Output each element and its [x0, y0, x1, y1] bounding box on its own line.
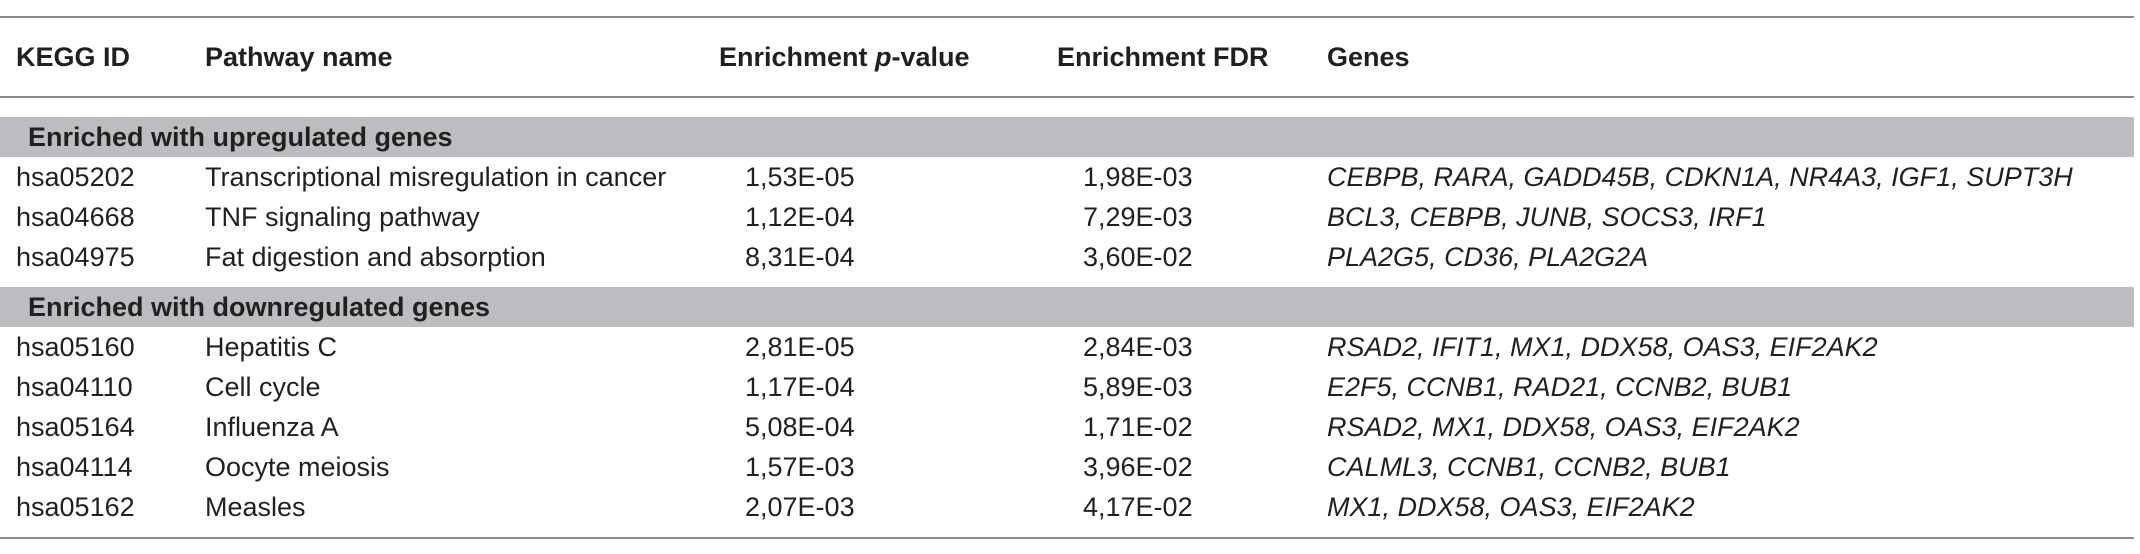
table-row: hsa04975 Fat digestion and absorption 8,…	[0, 237, 2134, 277]
bottom-rule	[0, 537, 2134, 539]
section-title: Enriched with upregulated genes	[28, 122, 453, 152]
table-row: hsa04114 Oocyte meiosis 1,57E-03 3,96E-0…	[0, 447, 2134, 487]
cell-genes: E2F5, CCNB1, RAD21, CCNB2, BUB1	[1327, 372, 1793, 402]
cell-kegg-id: hsa04668	[16, 202, 135, 232]
cell-genes: CALML3, CCNB1, CCNB2, BUB1	[1327, 452, 1731, 482]
header-genes: Genes	[1327, 42, 1410, 72]
cell-fdr: 5,89E-03	[1083, 372, 1193, 402]
cell-pathway-name: Transcriptional misregulation in cancer	[205, 162, 667, 192]
cell-pathway-name: Oocyte meiosis	[205, 452, 390, 482]
cell-p-value: 5,08E-04	[745, 412, 855, 442]
cell-kegg-id: hsa05202	[16, 162, 135, 192]
cell-fdr: 4,17E-02	[1083, 492, 1193, 522]
header-enrichment-p-value: Enrichment p-value	[719, 18, 970, 96]
cell-genes: RSAD2, IFIT1, MX1, DDX58, OAS3, EIF2AK2	[1327, 332, 1878, 362]
cell-genes: PLA2G5, CD36, PLA2G2A	[1327, 242, 1649, 272]
cell-p-value: 1,53E-05	[745, 162, 855, 192]
cell-pathway-name: TNF signaling pathway	[205, 202, 480, 232]
cell-genes: RSAD2, MX1, DDX58, OAS3, EIF2AK2	[1327, 412, 1800, 442]
table-row: hsa05202 Transcriptional misregulation i…	[0, 157, 2134, 197]
header-pathway-name: Pathway name	[205, 42, 393, 72]
cell-p-value: 2,07E-03	[745, 492, 855, 522]
table-row: hsa04110 Cell cycle 1,17E-04 5,89E-03 E2…	[0, 367, 2134, 407]
cell-kegg-id: hsa05162	[16, 492, 135, 522]
cell-pathway-name: Influenza A	[205, 412, 339, 442]
header-p-prefix: Enrichment	[719, 42, 876, 72]
cell-fdr: 1,71E-02	[1083, 412, 1193, 442]
table-row: hsa04668 TNF signaling pathway 1,12E-04 …	[0, 197, 2134, 237]
cell-pathway-name: Fat digestion and absorption	[205, 242, 546, 272]
cell-pathway-name: Hepatitis C	[205, 332, 338, 362]
table-row: hsa05160 Hepatitis C 2,81E-05 2,84E-03 R…	[0, 327, 2134, 367]
cell-genes: MX1, DDX58, OAS3, EIF2AK2	[1327, 492, 1695, 522]
cell-p-value: 1,57E-03	[745, 452, 855, 482]
section-upregulated: Enriched with upregulated genes	[0, 117, 2134, 157]
table-header: KEGG ID Pathway name Enrichment p-value …	[0, 18, 2134, 96]
header-enrichment-fdr: Enrichment FDR	[1057, 42, 1269, 72]
header-p-suffix: -value	[891, 42, 970, 72]
table-row: hsa05162 Measles 2,07E-03 4,17E-02 MX1, …	[0, 487, 2134, 527]
header-kegg-id: KEGG ID	[16, 42, 131, 72]
cell-p-value: 1,17E-04	[745, 372, 855, 402]
cell-genes: CEBPB, RARA, GADD45B, CDKN1A, NR4A3, IGF…	[1327, 162, 2073, 192]
cell-fdr: 1,98E-03	[1083, 162, 1193, 192]
cell-kegg-id: hsa04975	[16, 242, 135, 272]
cell-pathway-name: Cell cycle	[205, 372, 321, 402]
cell-fdr: 2,84E-03	[1083, 332, 1193, 362]
header-rule	[0, 96, 2134, 98]
header-p-italic: p	[875, 42, 892, 72]
cell-pathway-name: Measles	[205, 492, 306, 522]
cell-kegg-id: hsa05160	[16, 332, 135, 362]
top-rule	[0, 16, 2134, 18]
table-row: hsa05164 Influenza A 5,08E-04 1,71E-02 R…	[0, 407, 2134, 447]
cell-fdr: 3,60E-02	[1083, 242, 1193, 272]
cell-p-value: 1,12E-04	[745, 202, 855, 232]
cell-fdr: 7,29E-03	[1083, 202, 1193, 232]
cell-kegg-id: hsa04114	[16, 452, 133, 482]
cell-p-value: 2,81E-05	[745, 332, 855, 362]
cell-fdr: 3,96E-02	[1083, 452, 1193, 482]
cell-genes: BCL3, CEBPB, JUNB, SOCS3, IRF1	[1327, 202, 1767, 232]
cell-kegg-id: hsa05164	[16, 412, 135, 442]
cell-kegg-id: hsa04110	[16, 372, 133, 402]
cell-p-value: 8,31E-04	[745, 242, 855, 272]
section-title: Enriched with downregulated genes	[28, 292, 491, 322]
section-downregulated: Enriched with downregulated genes	[0, 287, 2134, 327]
